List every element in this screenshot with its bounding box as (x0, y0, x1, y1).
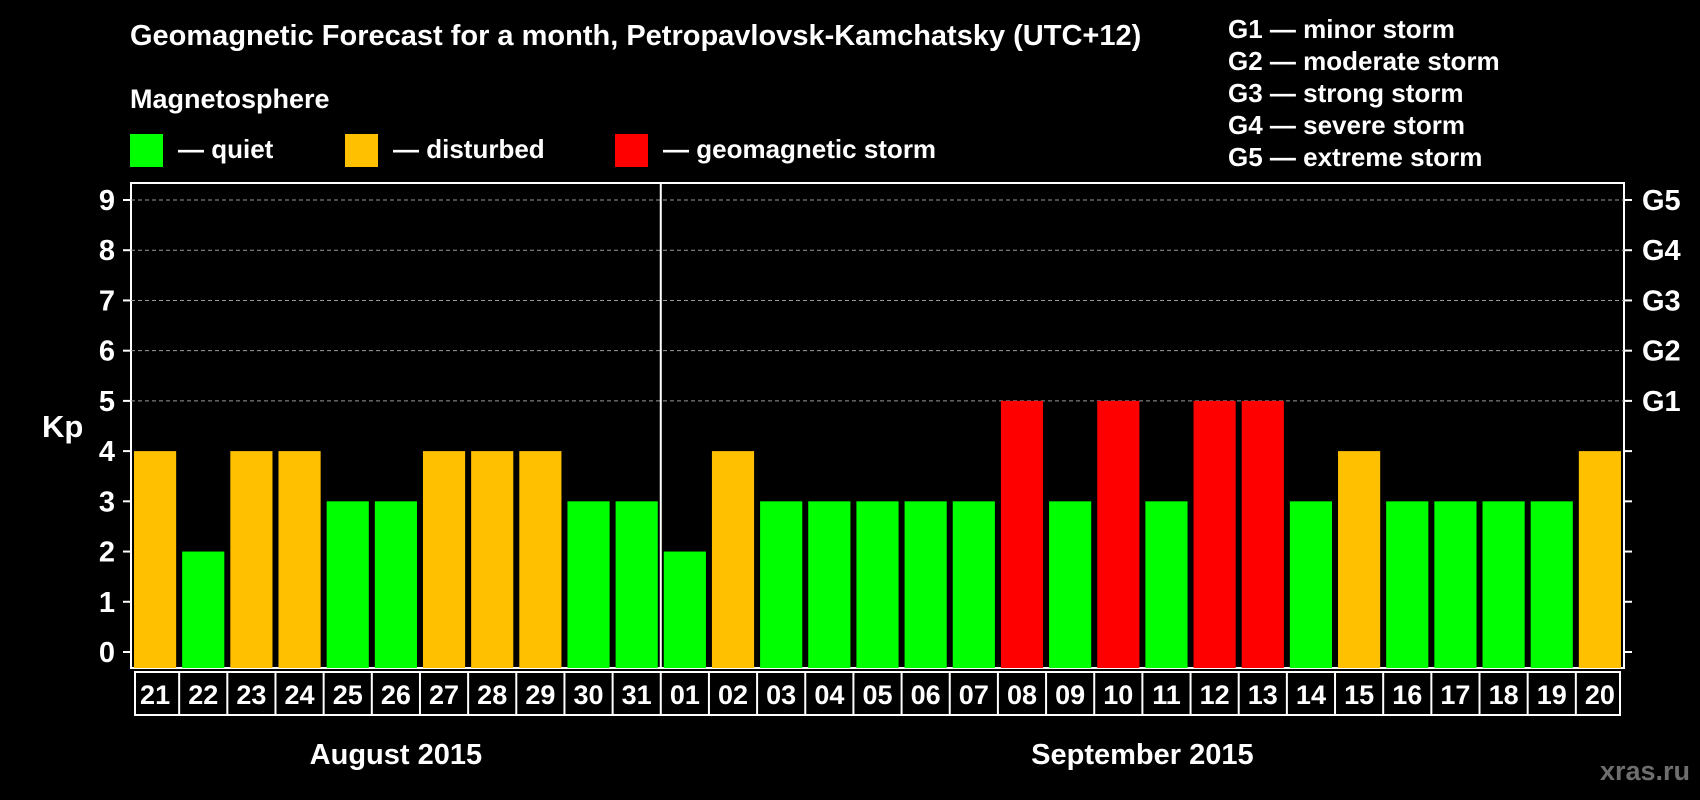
xtick-label-31: 31 (622, 680, 652, 710)
xtick-label-30: 30 (574, 680, 604, 710)
xtick-label-15: 15 (1344, 680, 1374, 710)
ytick-label-1: 1 (99, 587, 115, 619)
xtick-label-14: 14 (1296, 680, 1326, 710)
bar-14 (1289, 501, 1333, 668)
xtick-label-18: 18 (1489, 680, 1519, 710)
bar-29 (519, 451, 562, 668)
bar-10 (1097, 400, 1140, 668)
xtick-label-16: 16 (1392, 680, 1422, 710)
ytick-label-0: 0 (99, 637, 115, 669)
legend-label-quiet: — quiet (178, 134, 274, 164)
bar-09 (1049, 501, 1092, 668)
ytick-label-5: 5 (99, 386, 115, 418)
chart-title: Geomagnetic Forecast for a month, Petrop… (130, 20, 1142, 52)
bar-31 (615, 501, 658, 668)
xtick-label-03: 03 (766, 680, 796, 710)
xtick-label-21: 21 (140, 680, 170, 710)
right-axis-label-g5: G5 (1642, 185, 1681, 217)
ytick-label-3: 3 (99, 486, 115, 518)
bar-03 (760, 501, 803, 668)
xtick-label-08: 08 (1007, 680, 1037, 710)
y-axis-label: Kp (42, 409, 83, 444)
xtick-label-10: 10 (1103, 680, 1133, 710)
right-axis-label-g4: G4 (1642, 235, 1681, 267)
ytick-label-9: 9 (99, 185, 115, 217)
storm-level-g2: G2 — moderate storm (1228, 46, 1500, 76)
legend-label-disturbed: — disturbed (393, 134, 545, 164)
xtick-label-13: 13 (1248, 680, 1278, 710)
ytick-label-7: 7 (99, 285, 115, 317)
legend-label-storm: — geomagnetic storm (663, 134, 937, 164)
bar-25 (326, 501, 369, 668)
xtick-label-17: 17 (1440, 680, 1470, 710)
xtick-label-27: 27 (429, 680, 459, 710)
xtick-label-05: 05 (862, 680, 892, 710)
bar-26 (374, 501, 417, 668)
right-axis-label-g2: G2 (1642, 336, 1681, 368)
xtick-label-28: 28 (477, 680, 507, 710)
bar-16 (1386, 501, 1429, 668)
xtick-label-01: 01 (670, 680, 700, 710)
xtick-label-22: 22 (188, 680, 218, 710)
bar-24 (278, 451, 321, 668)
xtick-label-09: 09 (1055, 680, 1085, 710)
bar-01 (663, 551, 706, 668)
month-label-0: August 2015 (310, 739, 482, 771)
bar-13 (1241, 400, 1284, 668)
xtick-label-06: 06 (911, 680, 941, 710)
ytick-label-8: 8 (99, 235, 115, 267)
bar-19 (1530, 501, 1573, 668)
bar-18 (1482, 501, 1525, 668)
month-label-1: September 2015 (1031, 739, 1253, 771)
ytick-label-2: 2 (99, 537, 115, 569)
bar-06 (904, 501, 947, 668)
day-label-frame (134, 671, 1621, 716)
xtick-label-04: 04 (814, 680, 844, 710)
xtick-label-25: 25 (333, 680, 363, 710)
bar-17 (1434, 501, 1477, 668)
ytick-label-6: 6 (99, 336, 115, 368)
watermark: xras.ru (1599, 756, 1690, 786)
bar-04 (808, 501, 851, 668)
legend-heading: Magnetosphere (130, 84, 330, 114)
bar-28 (471, 451, 514, 668)
bar-05 (856, 501, 899, 668)
bar-02 (711, 451, 755, 668)
bar-30 (567, 501, 610, 668)
xtick-label-12: 12 (1200, 680, 1230, 710)
xtick-label-02: 02 (718, 680, 748, 710)
xtick-label-11: 11 (1152, 680, 1181, 710)
xtick-label-26: 26 (381, 680, 411, 710)
bar-11 (1145, 501, 1188, 668)
storm-level-g1: G1 — minor storm (1228, 14, 1455, 44)
bar-27 (422, 451, 466, 668)
xtick-label-29: 29 (525, 680, 555, 710)
bar-22 (182, 551, 225, 668)
storm-level-g3: G3 — strong storm (1228, 78, 1464, 108)
right-axis-label-g3: G3 (1642, 285, 1681, 317)
ytick-label-4: 4 (99, 436, 115, 468)
xtick-label-07: 07 (959, 680, 989, 710)
bar-08 (1000, 400, 1044, 668)
bar-23 (230, 451, 273, 668)
legend-swatch-quiet (130, 134, 163, 167)
bar-20 (1578, 451, 1621, 668)
xtick-label-24: 24 (285, 680, 315, 710)
legend-swatch-storm (615, 134, 648, 167)
legend-swatch-disturbed (345, 134, 378, 167)
xtick-label-19: 19 (1537, 680, 1567, 710)
bar-15 (1338, 451, 1381, 668)
bar-12 (1193, 400, 1236, 668)
bar-21 (134, 451, 177, 668)
storm-level-g5: G5 — extreme storm (1228, 142, 1483, 172)
bar-07 (952, 501, 995, 668)
xtick-label-20: 20 (1585, 680, 1615, 710)
xtick-label-23: 23 (236, 680, 266, 710)
right-axis-label-g1: G1 (1642, 386, 1681, 418)
storm-level-g4: G4 — severe storm (1228, 110, 1466, 140)
